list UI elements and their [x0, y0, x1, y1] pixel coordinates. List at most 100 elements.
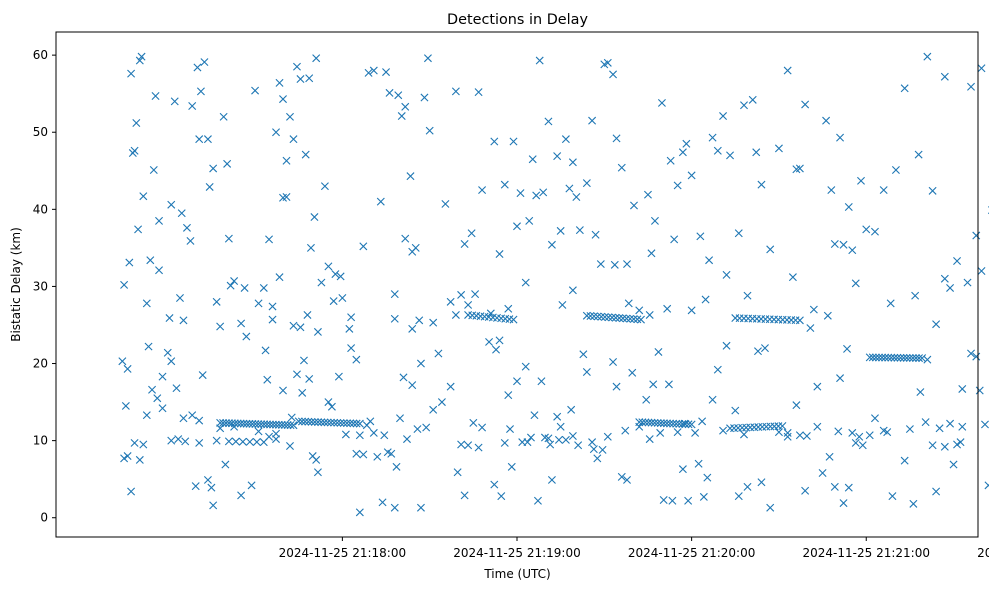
data-point [329, 297, 338, 306]
data-point [500, 438, 509, 447]
data-point [879, 186, 888, 195]
data-point [121, 401, 130, 410]
data-point [678, 148, 687, 157]
data-point [916, 388, 925, 397]
data-point [830, 240, 839, 249]
data-point [352, 419, 361, 428]
data-point [650, 418, 659, 427]
data-point [420, 93, 429, 102]
data-point [588, 438, 597, 447]
data-point [659, 496, 668, 504]
data-point [128, 149, 137, 158]
data-point [726, 151, 735, 160]
data-point [675, 419, 684, 428]
data-point [257, 420, 266, 429]
data-point [196, 87, 205, 96]
data-point [908, 354, 917, 362]
data-point [586, 311, 595, 320]
data-point [177, 209, 186, 218]
data-point [687, 306, 696, 315]
data-point [170, 97, 179, 106]
data-point [451, 87, 460, 96]
data-point [645, 435, 654, 444]
data-point [673, 428, 682, 437]
data-point [263, 375, 272, 384]
data-point [167, 200, 176, 209]
data-point [678, 420, 687, 429]
data-point [457, 290, 466, 299]
data-point [478, 423, 487, 432]
data-point [708, 395, 717, 404]
data-point [722, 270, 731, 279]
data-point [224, 437, 233, 446]
data-point [624, 299, 633, 308]
data-point [822, 116, 831, 125]
data-point [544, 434, 553, 443]
data-point [490, 137, 499, 146]
data-point [422, 423, 431, 432]
data-point [359, 242, 368, 251]
data-point [609, 70, 618, 79]
data-point [182, 223, 191, 232]
data-point [289, 135, 298, 144]
data-point [669, 419, 678, 428]
data-point [259, 283, 268, 292]
data-point [802, 432, 811, 440]
data-point [740, 430, 748, 439]
data-point [205, 182, 214, 191]
data-point [248, 419, 257, 428]
data-point [137, 52, 146, 61]
data-point [188, 102, 197, 111]
data-point [236, 419, 245, 428]
data-point [672, 419, 681, 428]
data-point [310, 213, 319, 222]
data-point [259, 438, 268, 447]
data-point [263, 420, 272, 429]
data-point [233, 419, 242, 428]
data-point [240, 283, 249, 292]
data-point [507, 462, 516, 471]
data-point [513, 222, 521, 231]
data-point [528, 155, 537, 164]
y-tick-label: 30 [33, 279, 48, 293]
data-point [188, 411, 197, 420]
data-point [582, 368, 591, 376]
data-point [857, 176, 865, 185]
data-point [203, 135, 212, 144]
data-point [382, 68, 391, 77]
data-point [406, 172, 415, 181]
data-point [656, 419, 665, 428]
data-point [231, 437, 240, 446]
data-point [949, 460, 958, 469]
data-point [359, 450, 368, 459]
data-point [268, 302, 277, 311]
data-point [645, 310, 654, 319]
data-point [553, 412, 562, 421]
data-point [385, 88, 394, 97]
data-point [778, 421, 787, 430]
data-point [364, 68, 373, 77]
data-point [207, 483, 216, 492]
data-point [125, 258, 134, 267]
data-point [338, 294, 347, 302]
data-point [314, 418, 323, 427]
x-tick-label: 2024-11-25 21:20:00 [628, 546, 755, 560]
data-point [556, 422, 565, 431]
data-point [327, 402, 336, 411]
data-point [556, 226, 565, 235]
data-point [134, 225, 143, 234]
data-point [282, 193, 291, 201]
data-point [142, 299, 151, 308]
data-point [643, 190, 652, 199]
data-point [453, 468, 462, 477]
data-point [467, 229, 476, 238]
data-point [760, 344, 769, 353]
data-point [247, 481, 256, 490]
data-point [896, 353, 905, 362]
data-point [623, 260, 631, 269]
data-point [457, 440, 466, 449]
data-point [469, 418, 478, 427]
data-point [923, 355, 932, 364]
data-point [609, 357, 618, 366]
data-point [650, 216, 659, 225]
